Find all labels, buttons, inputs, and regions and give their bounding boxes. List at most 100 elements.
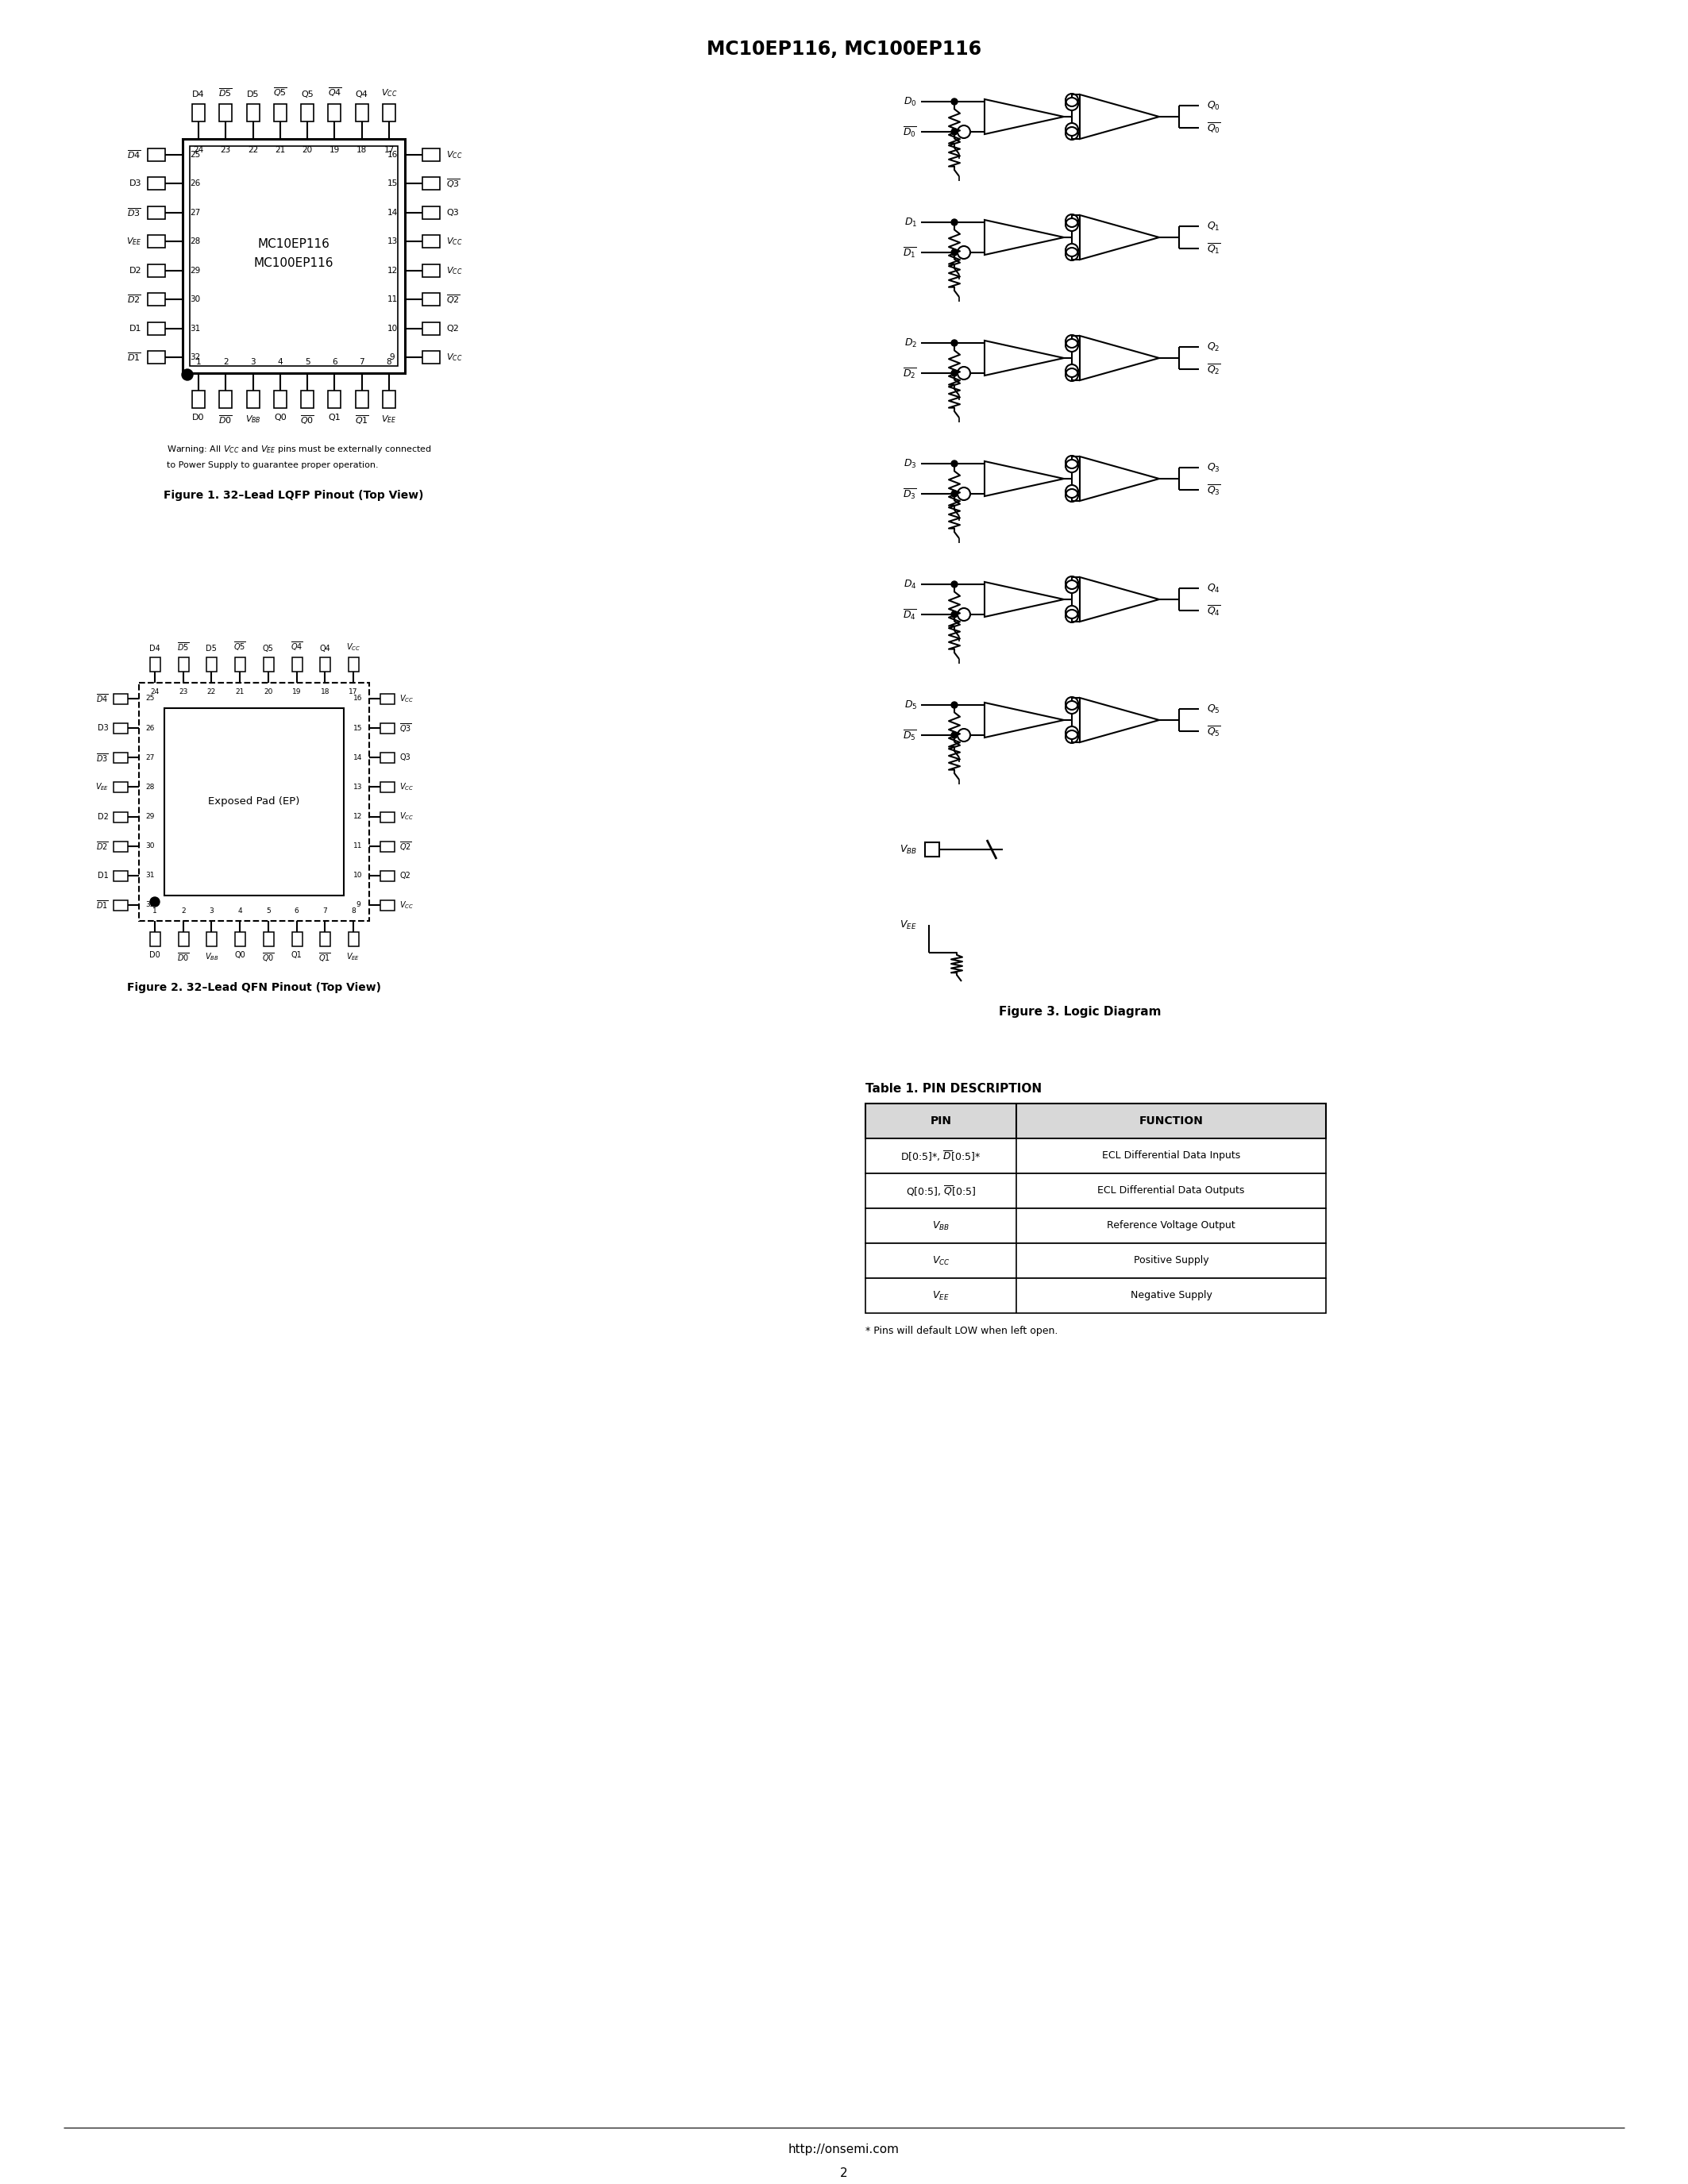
Text: 25: 25	[145, 695, 155, 703]
Bar	[380, 753, 395, 762]
Text: $Q_4$: $Q_4$	[1207, 583, 1220, 594]
Text: $V_{CC}$: $V_{CC}$	[400, 900, 414, 911]
Bar	[300, 391, 314, 408]
Bar	[164, 708, 344, 895]
Text: Q0: Q0	[235, 950, 245, 959]
Bar	[113, 695, 128, 703]
Text: 13: 13	[353, 784, 363, 791]
Bar	[380, 695, 395, 703]
Circle shape	[150, 898, 160, 906]
Text: $V_{EE}$: $V_{EE}$	[127, 236, 142, 247]
Text: 1: 1	[196, 358, 201, 367]
Text: 5: 5	[267, 909, 270, 915]
Text: $\overline{D0}$: $\overline{D0}$	[177, 950, 189, 963]
Text: 11: 11	[387, 295, 397, 304]
Text: to Power Supply to guarantee proper operation.: to Power Supply to guarantee proper oper…	[167, 461, 378, 470]
Circle shape	[182, 369, 192, 380]
Text: 21: 21	[235, 688, 245, 697]
Text: 2: 2	[181, 909, 186, 915]
Text: 28: 28	[191, 238, 201, 245]
Text: $V_{EE}$: $V_{EE}$	[932, 1289, 949, 1302]
Text: $V_{BB}$: $V_{BB}$	[245, 413, 262, 424]
Circle shape	[950, 612, 957, 618]
Circle shape	[950, 701, 957, 708]
Bar	[206, 933, 218, 946]
Text: http://onsemi.com: http://onsemi.com	[788, 2143, 900, 2156]
Bar	[192, 391, 204, 408]
Bar	[300, 105, 314, 122]
Text: 25: 25	[191, 151, 201, 159]
Bar	[327, 391, 341, 408]
Text: $\overline{Q_4}$: $\overline{Q_4}$	[1207, 603, 1220, 618]
Bar	[380, 812, 395, 821]
Bar	[348, 657, 360, 673]
Text: Q3: Q3	[400, 753, 410, 762]
Text: 20: 20	[302, 146, 312, 155]
Bar	[866, 1103, 1327, 1138]
Text: 13: 13	[387, 238, 397, 245]
Bar	[327, 105, 341, 122]
Text: D3: D3	[128, 179, 142, 188]
Bar	[348, 933, 360, 946]
Text: 14: 14	[387, 210, 397, 216]
Text: 30: 30	[191, 295, 201, 304]
Text: Figure 3. Logic Diagram: Figure 3. Logic Diagram	[999, 1007, 1161, 1018]
Text: 2: 2	[223, 358, 228, 367]
Text: $Q_1$: $Q_1$	[1207, 221, 1220, 232]
Text: 20: 20	[263, 688, 273, 697]
Bar	[422, 293, 441, 306]
Text: D2: D2	[98, 812, 108, 821]
Text: $\overline{D_4}$: $\overline{D_4}$	[903, 607, 917, 622]
Circle shape	[950, 461, 957, 467]
Text: FUNCTION: FUNCTION	[1139, 1116, 1204, 1127]
Text: $\overline{D4}$: $\overline{D4}$	[127, 149, 142, 162]
Text: 14: 14	[353, 753, 363, 762]
Text: 7: 7	[322, 909, 327, 915]
Bar	[150, 933, 160, 946]
Circle shape	[950, 491, 957, 498]
Bar	[422, 321, 441, 334]
Bar	[179, 657, 189, 673]
Circle shape	[950, 581, 957, 587]
Text: $\overline{Q3}$: $\overline{Q3}$	[400, 723, 412, 734]
Text: D5: D5	[246, 90, 258, 98]
Bar	[147, 352, 165, 363]
Bar	[219, 105, 231, 122]
Text: 8: 8	[387, 358, 392, 367]
Bar	[380, 871, 395, 880]
Bar	[321, 933, 331, 946]
Text: $\overline{Q_5}$: $\overline{Q_5}$	[1207, 725, 1220, 738]
Text: Q1: Q1	[290, 950, 302, 959]
Bar	[273, 391, 287, 408]
Text: 9: 9	[356, 902, 360, 909]
Bar	[206, 657, 218, 673]
Text: $V_{CC}$: $V_{CC}$	[932, 1256, 950, 1267]
Text: Figure 2. 32–Lead QFN Pinout (Top View): Figure 2. 32–Lead QFN Pinout (Top View)	[127, 983, 381, 994]
Bar	[321, 657, 331, 673]
Text: Positive Supply: Positive Supply	[1134, 1256, 1209, 1267]
Text: $D_5$: $D_5$	[905, 699, 917, 712]
Text: 1: 1	[152, 909, 157, 915]
Text: D0: D0	[149, 950, 160, 959]
Text: PIN: PIN	[930, 1116, 952, 1127]
Text: $\overline{Q5}$: $\overline{Q5}$	[233, 640, 246, 653]
Bar	[380, 841, 395, 852]
Text: $V_{CC}$: $V_{CC}$	[400, 782, 414, 793]
Text: 28: 28	[145, 784, 155, 791]
Text: Q5: Q5	[300, 90, 314, 98]
Text: $Q_0$: $Q_0$	[1207, 100, 1220, 111]
Text: Q2: Q2	[446, 325, 459, 332]
Bar	[356, 391, 368, 408]
Circle shape	[950, 249, 957, 256]
Text: $Q_5$: $Q_5$	[1207, 703, 1220, 714]
Text: $D_0$: $D_0$	[903, 96, 917, 107]
Bar	[138, 684, 370, 922]
Text: D4: D4	[192, 90, 204, 98]
Bar	[147, 236, 165, 249]
Text: $\overline{Q_2}$: $\overline{Q_2}$	[1207, 363, 1220, 376]
Bar	[925, 843, 939, 856]
Bar	[235, 657, 245, 673]
Text: $V_{CC}$: $V_{CC}$	[381, 87, 397, 98]
Bar	[273, 105, 287, 122]
Text: MC10EP116: MC10EP116	[258, 238, 329, 251]
